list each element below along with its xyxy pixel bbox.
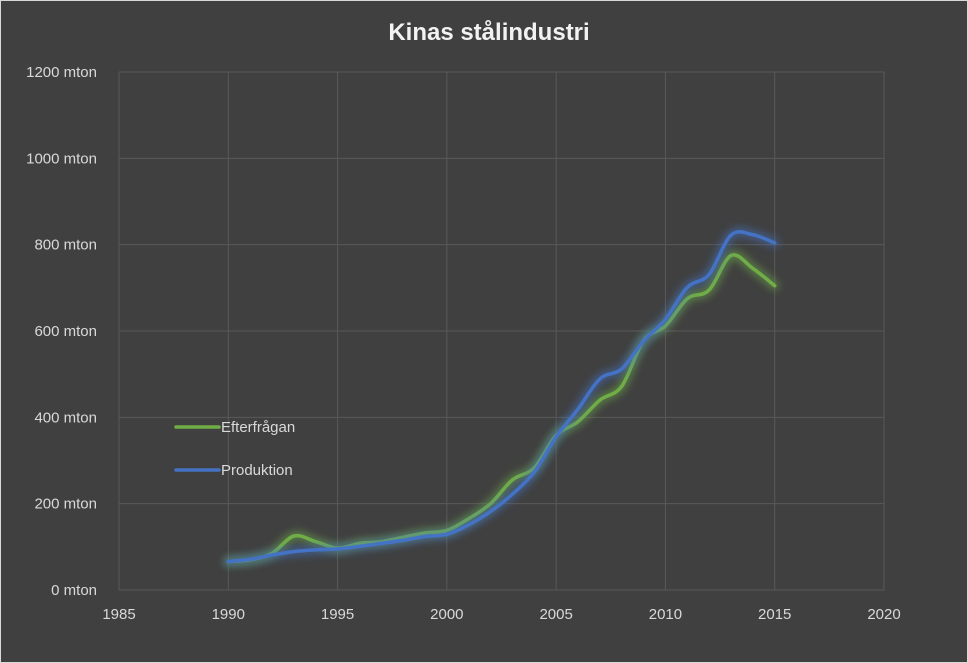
y-tick-label: 1200 mton bbox=[26, 64, 97, 81]
x-axis-tick-labels: 1985 1990 1995 2000 2005 2010 2015 2020 bbox=[102, 606, 900, 623]
series-glow-2 bbox=[223, 227, 780, 567]
y-tick-label: 600 mton bbox=[34, 323, 97, 340]
gridlines bbox=[118, 71, 885, 591]
x-tick-label: 2015 bbox=[758, 606, 791, 623]
x-tick-label: 2005 bbox=[539, 606, 572, 623]
x-tick-label: 2000 bbox=[430, 606, 463, 623]
legend: Efterfrågan Produktion bbox=[174, 419, 295, 479]
series-line-2 bbox=[226, 230, 777, 564]
y-tick-label: 400 mton bbox=[34, 409, 97, 426]
x-tick-label: 1990 bbox=[212, 606, 245, 623]
x-tick-label: 1995 bbox=[321, 606, 354, 623]
x-tick-label: 2010 bbox=[649, 606, 682, 623]
series-glow-1 bbox=[223, 250, 780, 567]
legend-label: Produktion bbox=[221, 462, 293, 479]
series-line-1 bbox=[226, 253, 777, 564]
y-tick-label: 0 mton bbox=[51, 582, 97, 599]
x-tick-label: 1985 bbox=[102, 606, 135, 623]
y-tick-label: 200 mton bbox=[34, 496, 97, 513]
x-tick-label: 2020 bbox=[867, 606, 900, 623]
legend-label: Efterfrågan bbox=[221, 419, 295, 436]
y-tick-label: 1000 mton bbox=[26, 150, 97, 167]
y-axis-tick-labels: 0 mton 200 mton 400 mton 600 mton 800 mton 10… bbox=[26, 64, 97, 599]
chart-title: Kinas stålindustri bbox=[388, 19, 589, 46]
series-lines bbox=[223, 227, 780, 567]
y-tick-label: 800 mton bbox=[34, 237, 97, 254]
